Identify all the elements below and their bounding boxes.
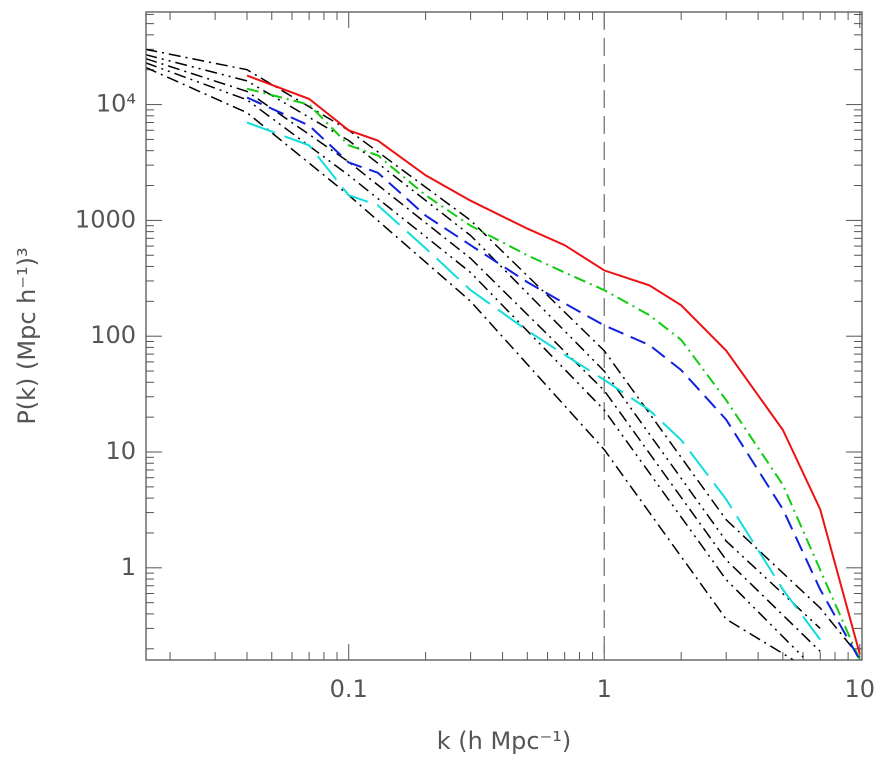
y-tick-label: 10⁴	[96, 90, 136, 118]
y-axis-label: P(k) (Mpc h⁻¹)³	[13, 247, 41, 424]
series-line	[146, 66, 794, 660]
y-tick-label: 100	[90, 321, 136, 349]
series-line	[246, 121, 822, 641]
series-line	[146, 62, 804, 658]
x-tick-label: 0.1	[330, 675, 368, 703]
series-line	[146, 54, 821, 629]
x-tick-label: 1	[597, 675, 612, 703]
x-axis-label: k (h Mpc⁻¹)	[437, 727, 572, 755]
series-line	[246, 96, 861, 660]
plot-frame	[145, 11, 863, 661]
series-line	[246, 74, 861, 655]
y-tick-label: 1	[121, 553, 136, 581]
series-line	[246, 87, 861, 660]
series-line	[146, 57, 821, 652]
series-line	[146, 48, 861, 658]
x-tick-label: 10	[845, 675, 876, 703]
y-tick-label: 10	[105, 437, 136, 465]
y-tick-label: 1000	[75, 205, 136, 233]
